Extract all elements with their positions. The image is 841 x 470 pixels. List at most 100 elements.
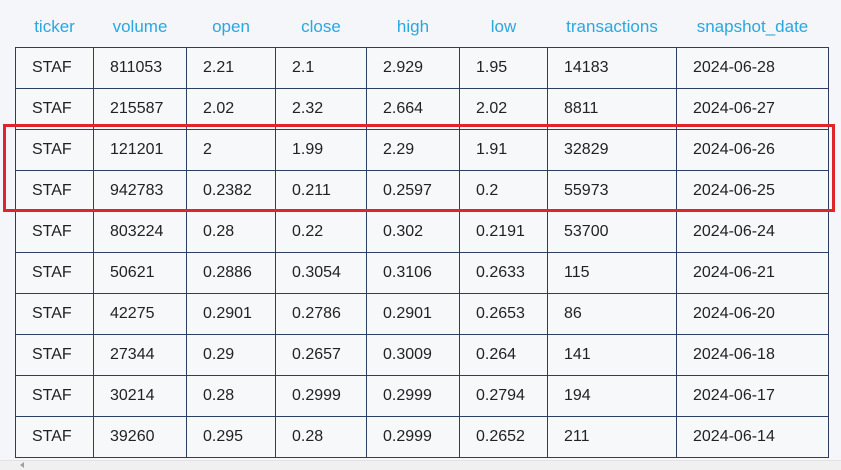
cell-close: 0.2786: [275, 293, 367, 335]
cell-ticker: STAF: [15, 334, 94, 376]
cell-snapshot-date: 2024-06-24: [676, 211, 829, 253]
cell-transactions: 53700: [547, 211, 677, 253]
cell-ticker: STAF: [15, 129, 94, 171]
cell-open: 0.2382: [186, 170, 276, 212]
cell-low: 0.2652: [459, 416, 548, 458]
cell-open: 0.2886: [186, 252, 276, 294]
cell-high: 0.2901: [366, 293, 460, 335]
table-row[interactable]: STAF 42275 0.2901 0.2786 0.2901 0.2653 86 2024-…: [15, 293, 829, 335]
cell-low: 0.2: [459, 170, 548, 212]
cell-transactions: 8811: [547, 88, 677, 130]
horizontal-scrollbar[interactable]: [0, 460, 841, 470]
cell-high: 2.664: [366, 88, 460, 130]
cell-close: 0.28: [275, 416, 367, 458]
table-row[interactable]: STAF 27344 0.29 0.2657 0.3009 0.264 141 2024-06…: [15, 334, 829, 376]
cell-close: 0.2657: [275, 334, 367, 376]
cell-volume: 30214: [93, 375, 187, 417]
cell-transactions: 194: [547, 375, 677, 417]
table-row[interactable]: STAF 121201 2 1.99 2.29 1.91 32829 2024-06-26: [15, 129, 829, 171]
cell-open: 2: [186, 129, 276, 171]
cell-snapshot-date: 2024-06-28: [676, 47, 829, 89]
cell-ticker: STAF: [15, 47, 94, 89]
cell-high: 0.2999: [366, 416, 460, 458]
cell-high: 0.3009: [366, 334, 460, 376]
table-row[interactable]: STAF 811053 2.21 2.1 2.929 1.95 14183 2024-06-2…: [15, 47, 829, 89]
cell-transactions: 32829: [547, 129, 677, 171]
cell-ticker: STAF: [15, 293, 94, 335]
cell-volume: 27344: [93, 334, 187, 376]
column-header-volume[interactable]: volume: [93, 7, 187, 48]
cell-snapshot-date: 2024-06-14: [676, 416, 829, 458]
column-header-high[interactable]: high: [366, 7, 460, 48]
cell-high: 0.3106: [366, 252, 460, 294]
cell-close: 0.2999: [275, 375, 367, 417]
table-row[interactable]: STAF 942783 0.2382 0.211 0.2597 0.2 55973 2024-…: [15, 170, 829, 212]
cell-snapshot-date: 2024-06-26: [676, 129, 829, 171]
cell-open: 2.21: [186, 47, 276, 89]
data-table: ticker volume open close high low transa…: [15, 7, 829, 458]
cell-low: 0.264: [459, 334, 548, 376]
cell-transactions: 115: [547, 252, 677, 294]
cell-low: 1.95: [459, 47, 548, 89]
cell-transactions: 211: [547, 416, 677, 458]
cell-high: 0.2999: [366, 375, 460, 417]
cell-snapshot-date: 2024-06-20: [676, 293, 829, 335]
column-header-ticker[interactable]: ticker: [15, 7, 94, 48]
cell-high: 2.29: [366, 129, 460, 171]
cell-high: 2.929: [366, 47, 460, 89]
header-row: ticker volume open close high low transa…: [15, 7, 829, 48]
cell-snapshot-date: 2024-06-17: [676, 375, 829, 417]
cell-volume: 121201: [93, 129, 187, 171]
cell-volume: 811053: [93, 47, 187, 89]
cell-ticker: STAF: [15, 88, 94, 130]
cell-snapshot-date: 2024-06-18: [676, 334, 829, 376]
table-body: STAF 811053 2.21 2.1 2.929 1.95 14183 2024-06-2…: [15, 47, 829, 458]
cell-snapshot-date: 2024-06-27: [676, 88, 829, 130]
table-row[interactable]: STAF 50621 0.2886 0.3054 0.3106 0.2633 115 2024…: [15, 252, 829, 294]
cell-ticker: STAF: [15, 416, 94, 458]
cell-low: 0.2191: [459, 211, 548, 253]
table-row[interactable]: STAF 39260 0.295 0.28 0.2999 0.2652 211 2024-06…: [15, 416, 829, 458]
cell-volume: 50621: [93, 252, 187, 294]
cell-transactions: 14183: [547, 47, 677, 89]
cell-close: 0.22: [275, 211, 367, 253]
cell-high: 0.302: [366, 211, 460, 253]
cell-ticker: STAF: [15, 211, 94, 253]
table-row[interactable]: STAF 30214 0.28 0.2999 0.2999 0.2794 194 2024-0…: [15, 375, 829, 417]
cell-open: 0.28: [186, 211, 276, 253]
cell-open: 0.28: [186, 375, 276, 417]
cell-snapshot-date: 2024-06-21: [676, 252, 829, 294]
cell-open: 0.2901: [186, 293, 276, 335]
cell-close: 1.99: [275, 129, 367, 171]
table-row[interactable]: STAF 803224 0.28 0.22 0.302 0.2191 53700 2024-0…: [15, 211, 829, 253]
cell-open: 2.02: [186, 88, 276, 130]
cell-transactions: 86: [547, 293, 677, 335]
chevron-left-icon[interactable]: [20, 462, 24, 468]
cell-open: 0.295: [186, 416, 276, 458]
cell-volume: 942783: [93, 170, 187, 212]
cell-close: 0.211: [275, 170, 367, 212]
cell-volume: 803224: [93, 211, 187, 253]
cell-close: 2.1: [275, 47, 367, 89]
table-container: ticker volume open close high low transa…: [0, 0, 841, 460]
column-header-snapshot-date[interactable]: snapshot_date: [676, 7, 829, 48]
cell-close: 2.32: [275, 88, 367, 130]
table-row[interactable]: STAF 215587 2.02 2.32 2.664 2.02 8811 2024-06-2…: [15, 88, 829, 130]
column-header-open[interactable]: open: [186, 7, 276, 48]
cell-low: 1.91: [459, 129, 548, 171]
cell-volume: 215587: [93, 88, 187, 130]
cell-low: 0.2794: [459, 375, 548, 417]
cell-close: 0.3054: [275, 252, 367, 294]
column-header-transactions[interactable]: transactions: [547, 7, 677, 48]
cell-snapshot-date: 2024-06-25: [676, 170, 829, 212]
cell-ticker: STAF: [15, 375, 94, 417]
cell-low: 2.02: [459, 88, 548, 130]
cell-open: 0.29: [186, 334, 276, 376]
column-header-low[interactable]: low: [459, 7, 548, 48]
cell-transactions: 141: [547, 334, 677, 376]
column-header-close[interactable]: close: [275, 7, 367, 48]
cell-transactions: 55973: [547, 170, 677, 212]
cell-ticker: STAF: [15, 170, 94, 212]
cell-volume: 39260: [93, 416, 187, 458]
